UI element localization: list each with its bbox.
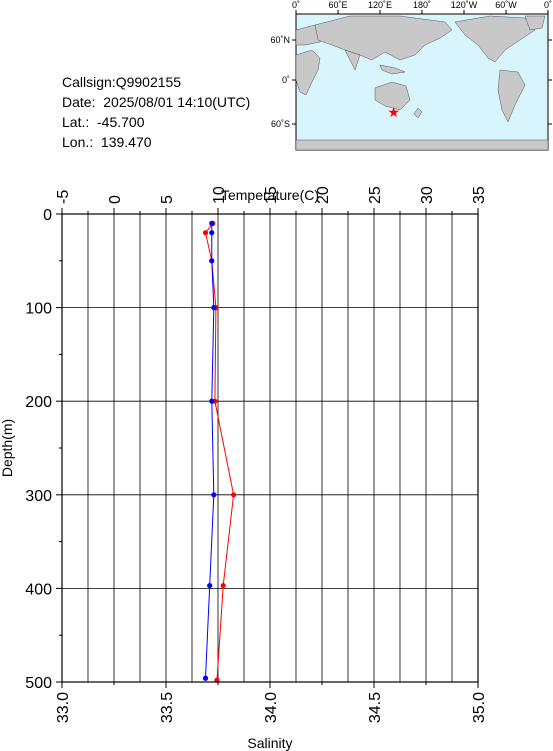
map-lon-label: 120˚W <box>451 0 478 10</box>
salinity-tick-label: 33.5 <box>159 692 176 723</box>
temperature-axis-ticks: -5 0 5 10 15 20 25 30 35 <box>55 186 488 214</box>
salinity-axis-label: Salinity <box>247 735 292 751</box>
temperature-tick-label: 25 <box>367 186 384 204</box>
world-map: 0˚ 60˚E 120˚E 180˚ 120˚W 60˚W 0˚ 60˚N 0˚ 60˚S ★ <box>270 0 552 151</box>
temperature-tick-label: 20 <box>315 186 332 204</box>
salinity-data-point <box>209 220 215 226</box>
depth-tick-label: 0 <box>43 207 52 224</box>
salinity-data-point <box>209 398 215 404</box>
depth-tick-label: 500 <box>25 675 52 692</box>
salinity-tick-label: 33.0 <box>55 692 72 723</box>
map-land <box>295 15 549 151</box>
temperature-data-point <box>202 230 209 236</box>
temperature-tick-label: 35 <box>471 186 488 204</box>
plot-frame <box>61 213 479 683</box>
depth-axis-ticks: 0 100 200 300 400 500 <box>25 207 62 692</box>
temperature-data-point <box>231 492 237 498</box>
temperature-tick-label: 15 <box>263 186 280 204</box>
salinity-profile-line <box>205 223 215 679</box>
salinity-data-point <box>209 230 215 236</box>
map-lat-label: 0˚ <box>282 75 290 85</box>
salinity-data-point <box>211 492 217 498</box>
float-location-marker-icon: ★ <box>387 104 400 120</box>
depth-axis-label: Depth(m) <box>0 419 15 477</box>
depth-tick-label: 400 <box>25 581 52 598</box>
float-info: Callsign:Q9902155 Date: 2025/08/01 14:10… <box>62 72 250 152</box>
date-text: Date: 2025/08/01 14:10(UTC) <box>62 94 251 110</box>
map-lon-label: 0˚ <box>544 0 552 10</box>
salinity-data-point <box>207 582 213 589</box>
temperature-profile-line <box>204 223 235 681</box>
salinity-data-point <box>211 305 217 311</box>
salinity-tick-label: 34.0 <box>263 692 280 723</box>
temperature-tick-label: 0 <box>107 195 124 204</box>
depth-tick-label: 300 <box>25 488 52 505</box>
depth-tick-label: 100 <box>25 301 52 318</box>
chart-series <box>202 220 237 683</box>
salinity-data-point <box>209 258 215 264</box>
latitude-text: Lat.: -45.700 <box>62 114 145 130</box>
map-ticks: 0˚ 60˚E 120˚E 180˚ 120˚W 60˚W 0˚ 60˚N 0˚ 60˚S <box>270 0 552 129</box>
map-lon-label: 180˚ <box>413 0 431 10</box>
temperature-data-point <box>220 582 226 589</box>
temperature-tick-label: 5 <box>159 195 176 204</box>
temperature-tick-label: 30 <box>419 186 436 204</box>
salinity-data-point <box>202 675 209 681</box>
chart-grid <box>61 214 479 682</box>
map-lat-label: 60˚N <box>270 35 290 45</box>
map-lon-label: 0˚ <box>292 0 300 10</box>
salinity-tick-label: 35.0 <box>471 692 488 723</box>
salinity-axis-ticks: 33.0 33.5 34.0 34.5 35.0 <box>55 682 488 723</box>
callsign-text: Callsign:Q9902155 <box>62 74 182 90</box>
map-lat-label: 60˚S <box>271 119 290 129</box>
longitude-text: Lon.: 139.470 <box>62 134 152 150</box>
temperature-tick-label: 10 <box>211 186 228 204</box>
map-lon-label: 120˚E <box>368 0 392 10</box>
map-lon-label: 60˚W <box>495 0 517 10</box>
depth-tick-label: 200 <box>25 394 52 411</box>
map-lon-label: 60˚E <box>328 0 347 10</box>
salinity-tick-label: 34.5 <box>367 692 384 723</box>
temperature-axis-label: Temperature(C) <box>221 187 319 203</box>
temperature-tick-label: -5 <box>55 190 72 204</box>
